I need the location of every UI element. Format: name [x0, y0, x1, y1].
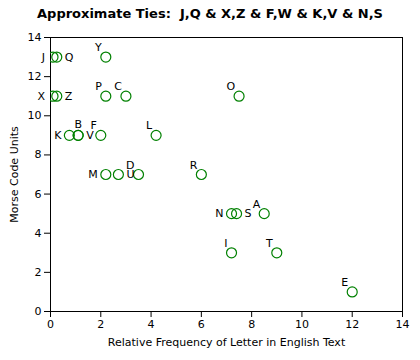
svg-text:6: 6 [198, 318, 205, 331]
svg-text:10: 10 [295, 318, 309, 331]
svg-text:4: 4 [35, 227, 42, 240]
svg-text:D: D [126, 158, 135, 172]
svg-text:8: 8 [35, 148, 42, 161]
svg-text:X: X [37, 90, 45, 103]
svg-text:10: 10 [28, 109, 42, 122]
svg-text:12: 12 [345, 318, 359, 331]
svg-text:U: U [126, 168, 134, 181]
svg-text:C: C [114, 80, 122, 93]
svg-text:O: O [226, 80, 235, 93]
svg-text:A: A [253, 198, 261, 211]
svg-text:2: 2 [97, 318, 104, 331]
svg-text:Morse Code Units: Morse Code Units [8, 126, 21, 223]
svg-text:E: E [341, 276, 348, 289]
html-text:Approximate Ties: J,Q & X,Z &: Approximate Ties: J,Q & X,Z & F,W & K,V … [37, 6, 383, 21]
svg-text:P: P [95, 80, 102, 93]
svg-text:2: 2 [35, 266, 42, 279]
svg-text:S: S [245, 207, 252, 220]
svg-text:M: M [88, 168, 98, 181]
svg-text:14: 14 [28, 31, 42, 44]
svg-text:8: 8 [248, 318, 255, 331]
svg-text:B: B [74, 118, 82, 131]
svg-text:R: R [190, 159, 198, 172]
svg-text:14: 14 [396, 318, 410, 331]
svg-text:0: 0 [47, 318, 54, 331]
svg-text:V: V [86, 129, 94, 142]
svg-text:K: K [54, 129, 62, 142]
svg-text:12: 12 [28, 70, 42, 83]
svg-text:Z: Z [65, 90, 73, 103]
svg-text:Relative Frequency of Letter i: Relative Frequency of Letter in English … [108, 336, 346, 349]
svg-text:Q: Q [65, 51, 74, 64]
svg-text:F: F [90, 119, 97, 133]
svg-text:I: I [224, 237, 227, 250]
svg-text:J: J [41, 51, 45, 64]
svg-text:6: 6 [35, 188, 42, 201]
svg-text:T: T [265, 237, 273, 250]
svg-text:Y: Y [94, 41, 102, 54]
svg-text:0: 0 [35, 305, 42, 318]
svg-text:N: N [215, 207, 223, 220]
svg-text:4: 4 [148, 318, 155, 331]
svg-text:L: L [146, 119, 153, 132]
